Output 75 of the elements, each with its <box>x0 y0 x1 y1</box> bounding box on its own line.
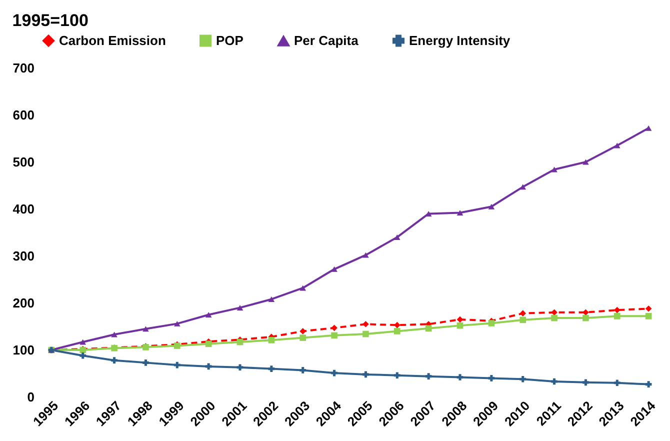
point <box>362 252 369 258</box>
point <box>268 336 275 344</box>
point <box>111 332 118 338</box>
y-tick-label: 300 <box>12 248 34 264</box>
point <box>205 312 212 318</box>
point <box>111 357 118 364</box>
point <box>614 306 620 314</box>
point <box>582 159 589 165</box>
point <box>425 373 432 380</box>
point <box>236 338 244 346</box>
y-tick-label: 0 <box>27 390 34 404</box>
point <box>520 184 526 190</box>
point <box>362 320 369 328</box>
point <box>488 375 495 382</box>
point <box>520 316 526 324</box>
point <box>645 305 652 312</box>
point <box>394 328 400 334</box>
point <box>80 339 86 345</box>
point <box>456 210 464 216</box>
point <box>205 363 212 370</box>
point <box>362 371 369 378</box>
point <box>614 380 620 386</box>
y-tick-label: 700 <box>12 60 34 76</box>
legend-label: Per Capita <box>294 33 360 48</box>
point <box>394 372 400 379</box>
point <box>268 296 275 302</box>
point <box>174 362 180 368</box>
point <box>394 234 400 240</box>
point <box>520 376 526 382</box>
point <box>645 125 652 131</box>
point <box>174 320 180 326</box>
point <box>300 367 306 374</box>
y-tick-label: 400 <box>12 202 34 216</box>
point <box>582 309 589 316</box>
point <box>331 370 338 376</box>
point <box>582 379 589 386</box>
point <box>268 366 275 372</box>
point <box>300 328 306 334</box>
point <box>551 314 558 322</box>
point <box>551 166 558 172</box>
point <box>362 330 369 338</box>
point <box>456 322 464 329</box>
legend-label: POP <box>216 32 244 48</box>
y-tick-label: 200 <box>12 296 34 310</box>
point <box>488 204 495 210</box>
point <box>394 322 400 328</box>
point <box>456 374 464 380</box>
y-tick-label: 500 <box>12 154 34 170</box>
point <box>425 325 432 332</box>
point <box>80 352 86 359</box>
point <box>142 360 149 366</box>
point <box>300 285 306 291</box>
point <box>300 334 306 341</box>
point <box>331 324 338 332</box>
point <box>551 309 558 316</box>
point <box>551 378 558 385</box>
point <box>645 313 652 320</box>
point <box>614 142 620 148</box>
point <box>520 310 526 316</box>
point <box>142 326 149 332</box>
point <box>456 316 464 323</box>
point <box>645 381 652 388</box>
point <box>488 320 495 326</box>
y-tick-label: 600 <box>12 108 34 122</box>
chart-title: 1995=100 <box>12 11 88 30</box>
point <box>236 304 244 310</box>
legend-label: Energy Intensity <box>409 32 511 48</box>
legend-label: Carbon Emission <box>59 32 166 48</box>
point <box>614 313 620 320</box>
point <box>331 266 338 272</box>
point <box>236 364 244 371</box>
point <box>331 332 338 339</box>
y-tick-label: 100 <box>12 342 34 358</box>
point <box>205 340 212 348</box>
point <box>582 314 589 322</box>
